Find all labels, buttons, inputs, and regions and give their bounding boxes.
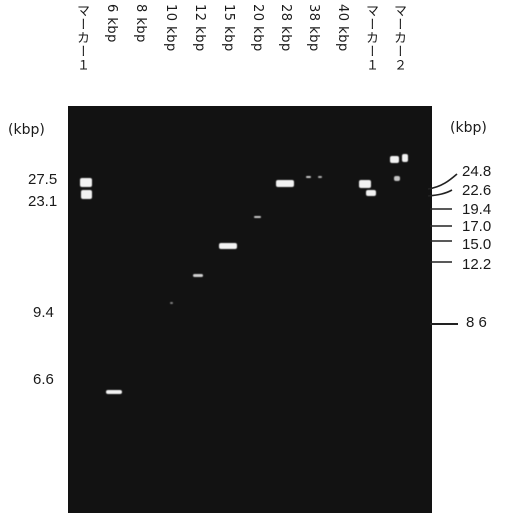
gel-band bbox=[359, 180, 371, 188]
lane-label-6kbp: 6 kbp bbox=[104, 4, 119, 43]
tick-line bbox=[427, 173, 458, 190]
lane-label-28kbp: 28 kbp bbox=[278, 4, 293, 52]
right-axis-unit: (kbp) bbox=[450, 120, 487, 136]
gel-band bbox=[80, 178, 92, 187]
right-marker-value: 15.0 bbox=[462, 236, 492, 253]
lane-label-marker1-left: マーカー１ bbox=[74, 4, 89, 72]
right-marker-value: 8 6 bbox=[466, 314, 487, 331]
gel-band bbox=[219, 243, 237, 249]
gel-image bbox=[68, 106, 432, 513]
gel-band bbox=[318, 176, 322, 178]
gel-band bbox=[170, 302, 173, 304]
left-marker-value: 9.4 bbox=[33, 304, 54, 321]
gel-band bbox=[390, 156, 399, 163]
tick-line bbox=[430, 323, 458, 325]
right-tick-lines bbox=[427, 173, 458, 263]
gel-band bbox=[306, 176, 311, 178]
right-marker-value: 22.6 bbox=[462, 182, 492, 199]
lane-label-15kbp: 15 kbp bbox=[221, 4, 236, 52]
left-axis-unit: (kbp) bbox=[8, 122, 45, 138]
lane-label-marker2: マーカー２ bbox=[391, 4, 406, 72]
gel-band bbox=[106, 390, 122, 394]
right-marker-value: 17.0 bbox=[462, 218, 492, 235]
gel-band bbox=[193, 274, 203, 277]
gel-band bbox=[81, 190, 92, 199]
tick-line bbox=[427, 189, 453, 197]
lane-label-10kbp: 10 kbp bbox=[163, 4, 178, 52]
gel-band bbox=[366, 190, 376, 196]
gel-band bbox=[276, 180, 294, 187]
lane-label-marker1-right: マーカー１ bbox=[363, 4, 378, 72]
lane-label-38kbp: 38 kbp bbox=[306, 4, 321, 52]
right-marker-value: 24.8 bbox=[462, 163, 492, 180]
lane-label-8kbp: 8 kbp bbox=[133, 4, 148, 43]
gel-band bbox=[402, 154, 408, 162]
lane-label-12kbp: 12 kbp bbox=[192, 4, 207, 52]
right-marker-value: 12.2 bbox=[462, 256, 492, 273]
left-marker-value: 27.5 bbox=[28, 171, 58, 188]
lane-label-40kbp: 40 kbp bbox=[335, 4, 350, 52]
left-marker-value: 6.6 bbox=[33, 371, 54, 388]
left-marker-value: 23.1 bbox=[28, 193, 58, 210]
right-marker-value: 19.4 bbox=[462, 201, 492, 218]
gel-band bbox=[254, 216, 261, 218]
gel-band bbox=[394, 176, 400, 181]
lane-label-20kbp: 20 kbp bbox=[250, 4, 265, 52]
